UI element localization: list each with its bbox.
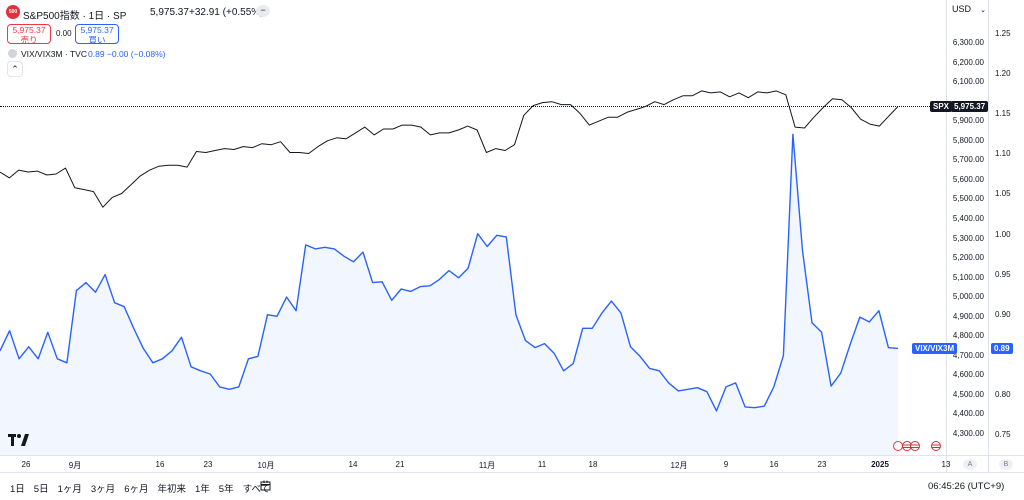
left-scale-label: 5,500.00 xyxy=(952,194,984,203)
left-scale-label: 4,900.00 xyxy=(952,312,984,321)
last-price: 5,975.37 xyxy=(150,7,189,18)
sell-button[interactable]: 5,975.37 売り xyxy=(7,24,51,45)
buy-price: 5,975.37 xyxy=(80,25,114,35)
right-scale-label: 1.05 xyxy=(995,189,1011,198)
price-chart[interactable] xyxy=(0,0,946,455)
time-axis-label: 16 xyxy=(155,460,165,469)
left-scale-label: 4,300.00 xyxy=(952,429,984,438)
currency-selector[interactable]: USD ⌄ xyxy=(952,4,986,18)
symbol-title[interactable]: S&P500指数 · 1日 · SP xyxy=(23,11,127,22)
left-scale-label: 5,600.00 xyxy=(952,175,984,184)
vix-ratio-series-line[interactable] xyxy=(0,133,899,412)
chevron-down-icon: ⌄ xyxy=(980,7,986,14)
time-axis-label: 11 xyxy=(537,460,547,469)
left-scale-label: 5,400.00 xyxy=(952,214,984,223)
time-axis-label: 21 xyxy=(395,460,405,469)
left-scale-label: 5,300.00 xyxy=(952,234,984,243)
left-scale-label: 6,100.00 xyxy=(952,77,984,86)
time-axis-label: 9 xyxy=(723,460,729,469)
time-axis-label: 23 xyxy=(203,460,213,469)
time-axis-label: 26 xyxy=(21,460,31,469)
time-axis-label: 23 xyxy=(817,460,827,469)
vix-ratio-area xyxy=(0,134,898,455)
range-button[interactable]: 1ヶ月 xyxy=(57,484,82,495)
right-scale-label: 1.00 xyxy=(995,230,1011,239)
scale-b-button[interactable]: B xyxy=(999,459,1013,470)
scale-a-button[interactable]: A xyxy=(963,459,977,470)
left-scale-label: 5,000.00 xyxy=(952,292,984,301)
indicator-values: 0.89 −0.00 (−0.08%) xyxy=(88,49,166,59)
range-button[interactable]: 6ヶ月 xyxy=(124,484,149,495)
time-axis-label: 13 xyxy=(941,460,951,469)
range-button[interactable]: すべて xyxy=(242,484,271,495)
left-scale-label: 4,400.00 xyxy=(952,409,984,418)
spread: 0.00 xyxy=(56,29,72,38)
time-axis-label: 2025 xyxy=(871,460,889,469)
indicator-name[interactable]: VIX/VIX3M · TVC xyxy=(21,49,87,59)
range-button[interactable]: 1日 xyxy=(10,484,25,495)
sell-price: 5,975.37 xyxy=(12,25,46,35)
spx-tag-group: SPX xyxy=(930,101,953,112)
date-range-bar: 1日 5日 1ヶ月 3ヶ月 6ヶ月 年初来 1年 5年 すべて xyxy=(10,481,270,495)
range-button[interactable]: 1年 xyxy=(195,484,210,495)
us-flag-icon[interactable] xyxy=(931,441,941,451)
left-scale-label: 4,700.00 xyxy=(952,351,984,360)
currency-label: USD xyxy=(952,4,972,14)
left-scale-label: 5,700.00 xyxy=(952,155,984,164)
spx-value-tag: 5,975.37 xyxy=(951,101,989,112)
calendar-range-icon[interactable] xyxy=(260,480,272,492)
spx-price-line xyxy=(0,106,946,107)
symbol-logo: 500 xyxy=(6,5,20,19)
more-icon[interactable]: − xyxy=(256,5,270,17)
chevron-up-icon[interactable]: ⌃ xyxy=(7,61,23,77)
us-flag-icon[interactable] xyxy=(910,441,920,451)
range-button[interactable]: 3ヶ月 xyxy=(90,484,116,495)
time-axis-label: 12月 xyxy=(670,461,688,470)
left-scale-label: 4,600.00 xyxy=(952,370,984,379)
spx-series-line[interactable] xyxy=(0,90,899,208)
left-scale-label: 4,800.00 xyxy=(952,331,984,340)
range-button[interactable]: 5日 xyxy=(33,484,49,495)
right-scale-divider xyxy=(988,0,989,472)
time-axis-label: 18 xyxy=(588,460,598,469)
left-scale-label: 5,900.00 xyxy=(952,116,984,125)
right-scale-label: 1.25 xyxy=(995,29,1011,38)
range-button[interactable]: 年初来 xyxy=(157,484,186,495)
right-scale-label: 1.20 xyxy=(995,69,1011,78)
left-scale-label: 4,500.00 xyxy=(952,390,984,399)
bottom-bar-divider xyxy=(0,472,1024,473)
left-scale-label: 5,800.00 xyxy=(952,136,984,145)
right-scale-label: 0.80 xyxy=(995,390,1011,399)
left-scale-label: 5,200.00 xyxy=(952,253,984,262)
buy-button[interactable]: 5,975.37 買い xyxy=(75,24,119,45)
right-scale-label: 0.95 xyxy=(995,270,1011,279)
time-axis-label: 16 xyxy=(769,460,779,469)
vix-label-tag: VIX/VIX3M xyxy=(912,343,958,354)
spx-label-tag: SPX xyxy=(930,101,953,112)
time-axis-label: 9月 xyxy=(68,461,82,470)
clock-time[interactable]: 06:45:26 (UTC+9) xyxy=(928,481,1005,492)
left-scale-label: 6,300.00 xyxy=(952,38,984,47)
left-scale-label: 6,200.00 xyxy=(952,58,984,67)
time-axis-label: 11月 xyxy=(478,461,496,470)
right-scale-label: 0.75 xyxy=(995,430,1011,439)
left-scale-label: 5,100.00 xyxy=(952,273,984,282)
buy-label: 買い xyxy=(88,35,106,45)
right-scale-label: 1.10 xyxy=(995,149,1011,158)
time-axis-label: 14 xyxy=(348,460,358,469)
tradingview-logo-icon xyxy=(8,434,29,446)
time-axis-label: 10月 xyxy=(257,461,275,470)
vix-value-tag: 0.89 xyxy=(991,343,1013,354)
right-scale-label: 0.90 xyxy=(995,310,1011,319)
right-scale-label: 1.15 xyxy=(995,109,1011,118)
price-change: +32.91 (+0.55%) xyxy=(189,7,264,18)
time-axis-divider xyxy=(0,455,1024,456)
range-button[interactable]: 5年 xyxy=(218,484,234,495)
sell-label: 売り xyxy=(20,35,38,45)
indicator-logo-icon xyxy=(8,49,17,58)
left-scale-divider xyxy=(946,0,947,472)
